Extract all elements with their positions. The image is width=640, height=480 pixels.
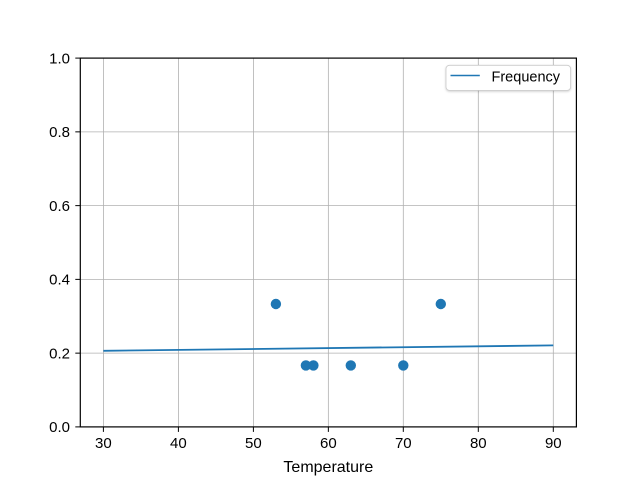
svg-text:0.8: 0.8 <box>49 124 70 141</box>
svg-text:0.6: 0.6 <box>49 198 70 215</box>
svg-text:Temperature: Temperature <box>283 459 373 476</box>
svg-text:90: 90 <box>545 435 562 452</box>
svg-text:30: 30 <box>95 435 112 452</box>
svg-text:60: 60 <box>320 435 337 452</box>
svg-text:50: 50 <box>245 435 262 452</box>
svg-text:1.0: 1.0 <box>49 50 70 67</box>
svg-text:Frequency: Frequency <box>492 70 561 86</box>
svg-text:70: 70 <box>395 435 412 452</box>
svg-text:40: 40 <box>170 435 187 452</box>
svg-text:80: 80 <box>470 435 487 452</box>
svg-text:0.2: 0.2 <box>49 346 70 363</box>
svg-text:0.0: 0.0 <box>49 419 70 436</box>
svg-text:0.4: 0.4 <box>49 272 70 289</box>
